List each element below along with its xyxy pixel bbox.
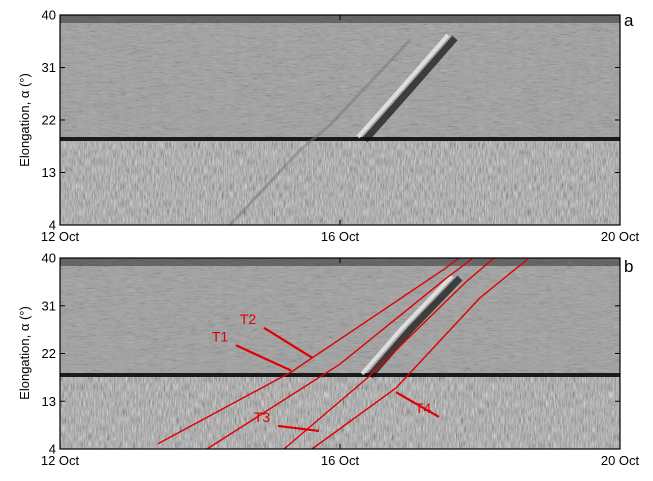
track-t2-line [206,257,474,450]
panel-a-ytick-label: 13 [42,165,56,180]
panel-a-ytick-label: 4 [49,218,56,233]
track-t1-label: T1 [212,328,229,344]
track-t2-label: T2 [240,311,257,327]
panel-a-dark-streak [362,35,458,143]
panel-b-ytick-label: 31 [42,298,56,313]
panel-a: 4 13 22 31 40 12 Oct 16 Oct 20 Oct a Elongation… [17,8,640,245]
panel-a-xtick-label: 20 Oct [601,229,640,244]
panel-b-upper-texture [60,258,620,376]
panel-a-faint-front [228,38,412,227]
track-t1-pointer [235,344,292,372]
panel-b-tracks [157,257,530,450]
panel-a-lower-texture [60,140,620,225]
track-t2-pointer [263,326,313,359]
panel-b-axes: 4 13 22 31 40 12 Oct 16 Oct 20 Oct [41,251,640,469]
panel-b-boundary-band [60,373,620,377]
panel-a-ytick-label: 31 [42,60,56,75]
track-t3-label: T3 [254,409,271,425]
panel-a-ytick-label: 40 [42,8,56,23]
panel-b-ytick-label: 4 [49,442,56,457]
panel-a-bright-streak [356,33,450,139]
panel-a-upper-texture [60,15,620,140]
panel-a-axes: 4 13 22 31 40 12 Oct 16 Oct 20 Oct [41,8,640,245]
panel-b-xtick-label: 20 Oct [601,453,640,468]
panel-a-ylabel: Elongation, α (°) [17,73,32,167]
panel-b-letter: b [624,257,633,276]
track-t4-line [311,257,530,450]
panel-b-ytick-label: 13 [42,394,56,409]
panel-b-xtick-label: 12 Oct [41,453,80,468]
panel-a-xtick-label: 16 Oct [321,229,360,244]
panel-b-ylabel: Elongation, α (°) [17,306,32,400]
panel-a-image [60,15,620,227]
panel-b: T1 T2 T3 T4 4 13 22 31 40 12 Oct 16 Oct 20 Oct b E… [17,251,640,469]
panel-b-dark-streak [367,275,463,379]
panel-b-image [60,258,620,449]
panel-b-xtick-label: 16 Oct [321,453,360,468]
panel-b-bright-streak [360,274,454,376]
panel-a-ytick-label: 22 [42,113,56,128]
panel-a-xtick-label: 12 Oct [41,229,80,244]
track-t1-line [157,257,460,445]
panel-b-track-labels: T1 T2 T3 T4 [212,311,440,433]
track-t3-line [283,257,495,450]
panel-b-lower-texture [60,376,620,449]
panel-a-letter: a [624,11,634,30]
panel-b-ytick-label: 40 [42,251,56,266]
panel-b-ytick-label: 22 [42,346,56,361]
track-t4-pointer [395,391,440,418]
panel-a-boundary-band [60,137,620,141]
track-t4-label: T4 [415,400,432,416]
track-t3-pointer [277,424,320,433]
